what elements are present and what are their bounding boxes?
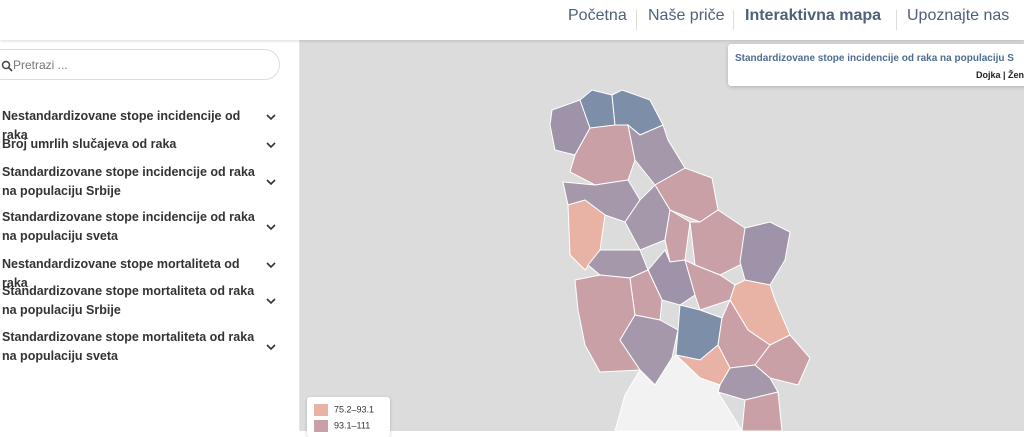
map xyxy=(300,40,1024,431)
nav-link[interactable]: Početna xyxy=(568,7,627,24)
legend: 75.2–93.1 93.1–111 xyxy=(307,397,390,437)
search-box[interactable]: Pretrazi ... xyxy=(0,49,280,80)
nav-link[interactable]: Upoznajte nas xyxy=(907,7,1010,24)
district[interactable] xyxy=(741,391,783,431)
info-title: Standardizovane stope incidencije od rak… xyxy=(735,53,1014,64)
info-box: Standardizovane stope incidencije od rak… xyxy=(728,44,1024,86)
menu-item[interactable]: Standardizovane stope incidencije od rak… xyxy=(2,165,255,198)
menu-item[interactable]: Nestandardizovane stope mortaliteta od r… xyxy=(2,257,240,290)
nav-separator xyxy=(896,10,897,30)
top-nav: Početna Naše priče Interaktivna mapa Upozna… xyxy=(0,0,1024,40)
search-placeholder: Pretrazi ... xyxy=(13,58,68,72)
legend-entry: 93.1–111 xyxy=(314,420,370,432)
info-subtitle: Dojka | Žen xyxy=(975,70,1024,80)
chevron[interactable] xyxy=(266,224,276,231)
district[interactable] xyxy=(627,123,686,186)
chevron[interactable] xyxy=(266,114,276,121)
legend-entry: 75.2–93.1 xyxy=(314,404,374,416)
menu-item[interactable]: Broj umrlih slučajeva od raka xyxy=(2,137,177,151)
chevron[interactable] xyxy=(266,298,276,305)
chevron[interactable] xyxy=(266,262,276,269)
search-icon xyxy=(1,60,13,72)
sidebar: Pretrazi ... Nestandardizovane stope inc… xyxy=(0,40,300,431)
legend-label: 75.2–93.1 xyxy=(334,404,375,415)
chevron[interactable] xyxy=(266,179,276,186)
district[interactable] xyxy=(664,209,691,263)
chevron[interactable] xyxy=(266,142,276,149)
menu-item[interactable]: Standardizovane stope mortaliteta od rak… xyxy=(2,284,255,317)
legend-label: 93.1–111 xyxy=(334,420,371,431)
menu-item[interactable]: Standardizovane stope mortaliteta od rak… xyxy=(2,330,255,363)
menu-item[interactable]: Standardizovane stope incidencije od rak… xyxy=(2,210,255,243)
regions xyxy=(549,89,811,431)
legend-swatch xyxy=(314,420,328,432)
chevron[interactable] xyxy=(266,344,276,351)
menu-item[interactable]: Nestandardizovane stope incidencije od r… xyxy=(2,109,241,142)
nav-separator xyxy=(636,10,637,30)
nav-link[interactable]: Interaktivna mapa xyxy=(745,7,882,24)
district[interactable] xyxy=(614,354,743,431)
nav-link[interactable]: Naše priče xyxy=(648,7,725,24)
nav-separator xyxy=(733,10,734,30)
legend-swatch xyxy=(314,404,328,416)
district[interactable] xyxy=(739,221,791,286)
district[interactable] xyxy=(629,269,663,321)
